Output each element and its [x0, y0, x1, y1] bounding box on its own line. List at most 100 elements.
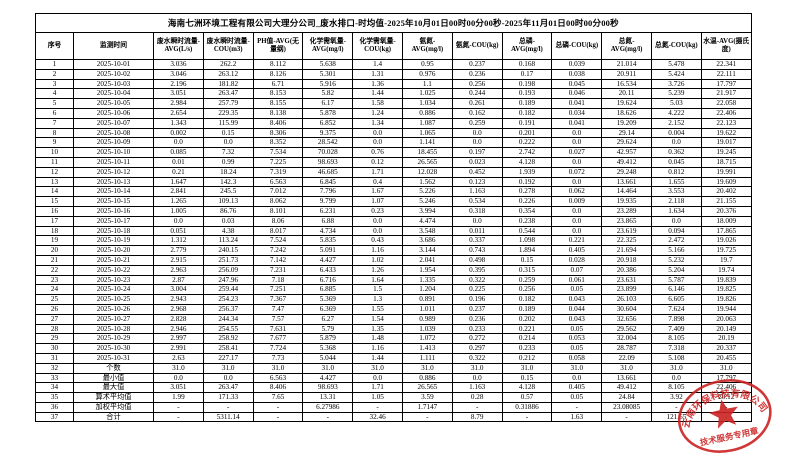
cell: 7.65 [252, 392, 304, 403]
cell: 5.108 [650, 352, 702, 364]
cell: 5.368 [302, 343, 354, 354]
cell: - [501, 411, 553, 423]
cell: 2.779 [153, 245, 204, 256]
cell: 7.367 [252, 294, 304, 305]
cell: 7.225 [252, 156, 304, 168]
cell: 2025-10-25 [73, 294, 154, 305]
cell: 25 [35, 294, 74, 305]
column-header: 氨氮-COU(kg) [451, 32, 503, 60]
cell: 1.098 [501, 235, 553, 247]
cell: 0.989 [401, 313, 453, 325]
cell: 1.5 [352, 284, 403, 296]
table-row: 17 2025-10-17 0.0 0.03 8.06 6.88 0.0 4.474 0.0 0.… [35, 215, 752, 227]
cell: 1.025 [401, 88, 453, 100]
cell: 1.335 [401, 274, 453, 286]
cell: 2025-10-21 [73, 254, 154, 266]
cell: 22.325 [601, 235, 652, 247]
cell: 0.452 [451, 166, 503, 178]
cell: 17.865 [700, 225, 752, 237]
cell: 0.743 [451, 245, 503, 256]
cell: 合计 [73, 411, 154, 423]
cell: 32.004 [601, 333, 652, 345]
cell: 18.009 [700, 215, 752, 227]
cell: 24.84 [601, 392, 652, 403]
cell: 20.455 [700, 352, 752, 364]
cell: 31 [35, 352, 74, 364]
cell: 1.02 [352, 254, 403, 266]
cell: 121.65 [650, 411, 702, 423]
cell: 0.045 [551, 78, 603, 90]
cell: 5.204 [650, 264, 702, 276]
cell: 3 [35, 78, 74, 90]
cell: 6.71 [252, 78, 304, 90]
cell: 1.48 [352, 333, 403, 345]
cell: 0.4 [352, 176, 403, 188]
cell: 0.039 [551, 59, 603, 70]
cell: 0.0 [551, 137, 603, 149]
cell: 0.041 [551, 98, 603, 109]
cell: 29.14 [601, 127, 652, 139]
cell: 2.63 [153, 352, 204, 364]
cell: 0.0 [153, 137, 204, 149]
cell: 31.0 [451, 362, 503, 374]
cell: 5.232 [650, 254, 702, 266]
cell: - [202, 401, 254, 413]
cell: 6 [35, 107, 74, 119]
cell: - [153, 411, 204, 423]
cell: 2025-10-14 [73, 186, 154, 198]
cell: 3.994 [401, 205, 453, 217]
table-row: 37 合计 -5311.14- -32.46-8.79-1.63-121.65- [35, 411, 752, 423]
cell: 1.63 [551, 411, 603, 423]
cell: 2025-10-04 [73, 88, 154, 100]
cell: 8.112 [252, 59, 304, 70]
cell: 0.0 [352, 137, 403, 149]
cell: 0.259 [451, 117, 503, 129]
cell: 98.693 [302, 382, 354, 394]
cell: 26.565 [401, 382, 453, 394]
cell: 0.03 [202, 215, 254, 227]
cell: 3.726 [650, 78, 702, 90]
cell: 12 [35, 166, 74, 178]
cell: 5311.14 [202, 411, 254, 423]
cell: 6.27986 [302, 401, 354, 413]
cell: 3.92 [650, 392, 702, 403]
cell: 0.085 [153, 147, 204, 158]
cell: 加权平均值 [73, 401, 154, 413]
cell: 1.065 [401, 127, 453, 139]
cell: 8.017 [252, 225, 304, 237]
table-row: 26 2025-10-26 2.968 256.37 7.47 6.369 1.55 1.01… [35, 303, 752, 315]
cell: 1.36 [352, 78, 403, 90]
cell: 1.034 [401, 98, 453, 109]
cell: 2.742 [501, 147, 553, 158]
cell: 1.1 [401, 78, 453, 90]
cell: 21.155 [700, 196, 752, 207]
cell: 29 [35, 333, 74, 345]
cell: 1.413 [401, 343, 453, 354]
cell: 0.812 [650, 166, 702, 178]
cell: 31.0 [352, 362, 403, 374]
header-row: 序号 监测时间 废水瞬时流量-AVG(L/s) 废水瞬时流量-COU(m3) PH值-A… [35, 32, 752, 60]
cell: 0.0 [551, 127, 603, 139]
cell: 0.278 [501, 186, 553, 198]
cell: 0.182 [501, 294, 553, 305]
cell: 1.44 [352, 352, 403, 364]
table-row: 25 2025-10-25 2.943 254.23 7.367 5.369 1.3 0.89… [35, 294, 752, 305]
column-header: 水温-AVG(摄氏度) [700, 32, 752, 60]
column-header: PH值-AVG(无量纲) [252, 32, 304, 60]
cell: 26.565 [401, 156, 453, 168]
cell: 1.634 [650, 205, 702, 217]
table-row: 21 2025-10-21 2.915 251.73 7.142 4.427 1.02 2.0… [35, 254, 752, 266]
cell: 最大值 [73, 382, 154, 394]
cell: 1.35 [352, 323, 403, 335]
cell: 1.163 [451, 382, 503, 394]
column-header: 废水瞬时流量-COU(m3) [202, 32, 254, 60]
cell: - [302, 411, 354, 423]
cell: 19.026 [700, 235, 752, 247]
cell: 6.605 [650, 294, 702, 305]
cell: 19.825 [700, 284, 752, 296]
cell: 0.236 [451, 68, 503, 80]
table-row: 1 2025-10-01 3.036 262.2 8.112 5.638 1.4 0.95 0.… [35, 59, 752, 70]
cell: 8.406 [252, 117, 304, 129]
cell: 0.0 [451, 127, 503, 139]
cell: 1.954 [401, 264, 453, 276]
